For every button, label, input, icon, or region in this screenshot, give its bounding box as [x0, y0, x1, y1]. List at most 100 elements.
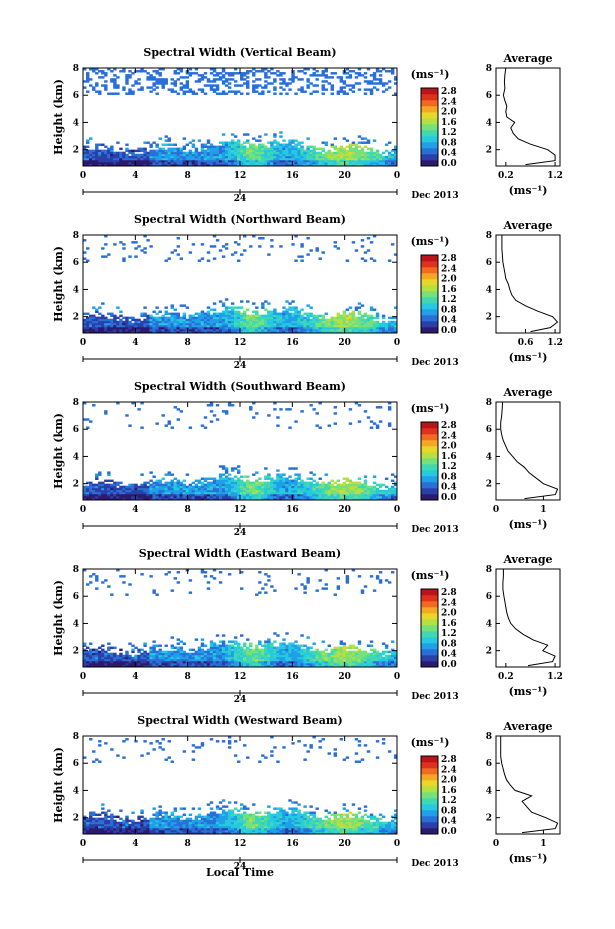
- heatmap-cell: [387, 157, 392, 161]
- heatmap-cell: [375, 151, 380, 155]
- heatmap-cell: [342, 318, 347, 322]
- heatmap-cell: [255, 479, 259, 483]
- heatmap-cell: [372, 322, 377, 326]
- heatmap-cell: [233, 314, 238, 318]
- heatmap-cell: [276, 654, 280, 658]
- heatmap-cell: [104, 654, 108, 658]
- heatmap-cell: [116, 664, 120, 668]
- heatmap-cell: [95, 310, 99, 313]
- heatmap-cell: [249, 147, 253, 151]
- heatmap-cell: [131, 497, 135, 501]
- heatmap-cell: [249, 652, 253, 656]
- heatmap-cell: [303, 658, 307, 662]
- heatmap-cell: [363, 495, 368, 499]
- heatmap-cell: [267, 155, 271, 159]
- panel-title: Spectral Width (Southward Beam): [134, 380, 346, 393]
- heatmap-cell: [384, 161, 389, 165]
- heatmap-cell: [342, 137, 347, 140]
- heatmap-cell: [191, 330, 196, 334]
- heatmap-cell: [360, 493, 365, 497]
- heatmap-cell: [384, 491, 389, 495]
- heatmap-cell: [354, 147, 359, 151]
- heatmap-cell: [357, 149, 362, 153]
- heatmap-cell: [378, 161, 383, 165]
- heatmap-cell: [164, 652, 168, 656]
- heatmap-cell: [285, 310, 289, 313]
- heatmap-cell: [83, 654, 87, 658]
- heatmap-cell: [309, 656, 313, 660]
- heatmap-cell: [182, 159, 187, 163]
- heatmap-cell: [318, 650, 322, 654]
- heatmap-cell: [264, 330, 268, 334]
- heatmap-cell: [363, 483, 368, 487]
- heatmap-cell: [236, 660, 241, 664]
- heatmap-cell: [218, 78, 223, 81]
- heatmap-cell: [116, 316, 120, 320]
- heatmap-cell: [158, 326, 162, 330]
- x-tick-label: 20: [338, 505, 351, 515]
- heatmap-cell: [89, 581, 93, 584]
- heatmap-cell: [309, 157, 313, 161]
- heatmap-cell: [86, 74, 90, 77]
- heatmap-cell: [233, 662, 238, 666]
- heatmap-cell: [194, 489, 199, 493]
- heatmap-cell: [158, 74, 162, 77]
- average-y-tick-label: 4: [486, 452, 492, 462]
- heatmap-cell: [324, 493, 328, 497]
- heatmap-cell: [375, 489, 380, 493]
- heatmap-cell: [128, 424, 132, 427]
- colorbar-swatch: [421, 470, 438, 477]
- heatmap-cell: [252, 483, 256, 487]
- heatmap-cell: [291, 652, 295, 656]
- heatmap-cell: [297, 161, 301, 165]
- heatmap-cell: [303, 493, 307, 497]
- heatmap-cell: [200, 485, 205, 489]
- heatmap-cell: [200, 489, 205, 493]
- heatmap-cell: [221, 145, 226, 149]
- heatmap-cell: [122, 324, 126, 328]
- heatmap-cell: [315, 161, 319, 165]
- heatmap-cell: [197, 320, 202, 324]
- heatmap-cell: [240, 92, 244, 95]
- heatmap-cell: [137, 485, 141, 489]
- heatmap-cell: [230, 141, 235, 144]
- heatmap-cell: [143, 662, 147, 666]
- heatmap-cell: [321, 493, 325, 497]
- heatmap-cell: [155, 70, 159, 73]
- heatmap-cell: [324, 587, 328, 590]
- heatmap-cell: [273, 646, 277, 650]
- heatmap-cell: [83, 147, 87, 151]
- heatmap-cell: [291, 485, 295, 489]
- heatmap-cell: [345, 330, 350, 334]
- heatmap-cell: [324, 664, 328, 668]
- heatmap-cell: [188, 579, 193, 582]
- heatmap-cell: [128, 92, 132, 95]
- heatmap-cell: [149, 654, 153, 658]
- heatmap-cell: [321, 489, 325, 493]
- heatmap-cell: [294, 322, 298, 326]
- heatmap-cell: [173, 161, 177, 165]
- heatmap-cell: [128, 320, 132, 324]
- heatmap-cell: [107, 92, 111, 95]
- heatmap-cell: [98, 487, 102, 491]
- heatmap-cell: [366, 151, 371, 155]
- heatmap-cell: [95, 320, 99, 324]
- heatmap-cell: [221, 90, 226, 93]
- heatmap-cell: [333, 652, 338, 656]
- heatmap-cell: [270, 143, 274, 146]
- heatmap-cell: [267, 642, 271, 645]
- heatmap-cell: [209, 322, 214, 326]
- heatmap-cell: [143, 235, 147, 238]
- heatmap-cell: [128, 654, 132, 658]
- heatmap-cell: [92, 648, 96, 652]
- heatmap-cell: [119, 324, 123, 328]
- heatmap-cell: [107, 155, 111, 159]
- heatmap-cell: [206, 581, 211, 584]
- heatmap-cell: [137, 662, 141, 666]
- heatmap-cell: [351, 86, 356, 89]
- heatmap-cell: [297, 487, 301, 491]
- heatmap-cell: [107, 318, 111, 322]
- heatmap-cell: [303, 157, 307, 161]
- heatmap-cell: [212, 652, 217, 656]
- heatmap-cell: [227, 72, 232, 75]
